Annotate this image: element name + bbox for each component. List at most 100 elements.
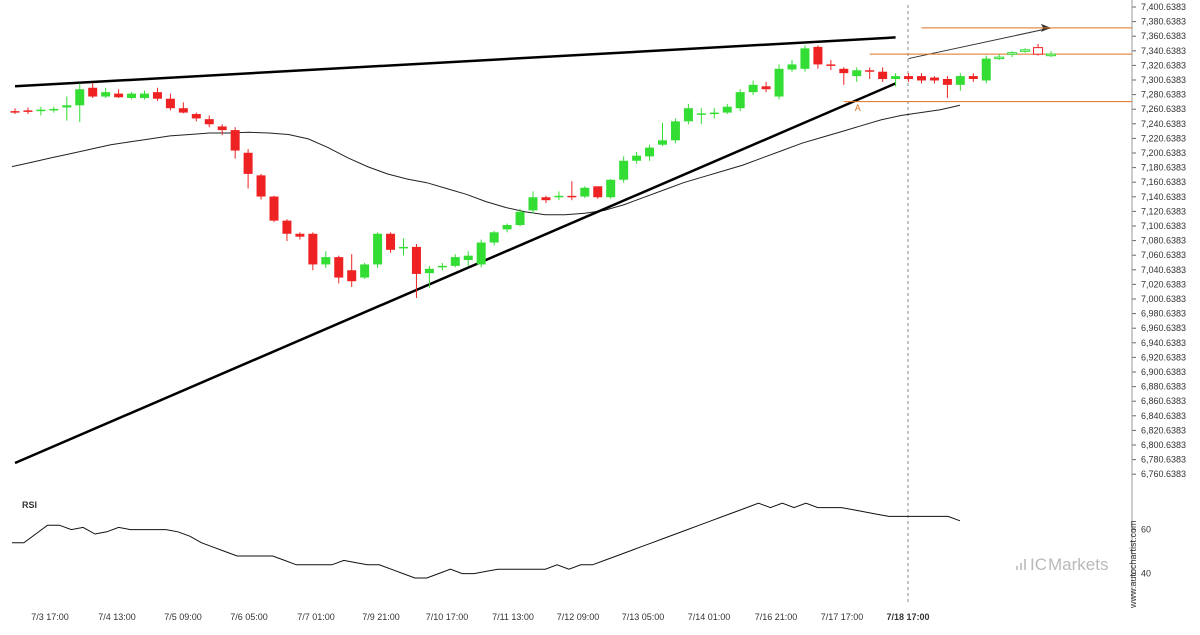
candle-body: [606, 179, 616, 198]
candle-body: [62, 105, 72, 108]
candle-body: [567, 195, 577, 198]
candle-body: [917, 76, 926, 81]
y-tick-label: 7,280.6383: [1141, 90, 1186, 100]
candle-body: [88, 87, 98, 97]
candle-body: [865, 70, 875, 72]
candle-body: [787, 64, 797, 70]
candle-body: [437, 265, 447, 268]
trendline-support: [14, 82, 897, 465]
candle-body: [554, 195, 564, 198]
x-tick-label: 7/6 05:00: [230, 612, 268, 622]
candle-body: [735, 92, 745, 109]
candle-body: [619, 160, 629, 180]
price-levels: A: [843, 27, 1132, 113]
candle-body: [269, 196, 279, 221]
candle-body: [101, 92, 111, 97]
candle-body: [670, 121, 680, 141]
candle-body: [852, 70, 862, 77]
candle-body: [424, 268, 434, 274]
candle-body: [230, 130, 240, 151]
candle-body: [593, 186, 603, 198]
y-tick-label: 6,800.6383: [1141, 440, 1186, 450]
y-tick-label: 7,300.6383: [1141, 75, 1186, 85]
moving-average: [11, 104, 961, 216]
y-tick-label: 6,940.6383: [1141, 338, 1186, 348]
brand-logo: IC Markets: [1016, 555, 1108, 574]
y-tick-label: 7,260.6383: [1141, 104, 1186, 114]
x-tick-label: 7/10 17:00: [426, 612, 469, 622]
y-tick-label: 6,840.6383: [1141, 411, 1186, 421]
y-tick-label: 6,760.6383: [1141, 469, 1186, 479]
y-tick-label: 6,860.6383: [1141, 396, 1186, 406]
trendlines: [14, 23, 1052, 465]
rsi-label: RSI: [22, 500, 37, 510]
candle-body: [36, 109, 46, 112]
candle-body: [321, 257, 331, 265]
candle-body: [942, 79, 952, 85]
candle-body: [981, 58, 991, 81]
candles: [10, 43, 1056, 299]
candle-body: [658, 140, 667, 145]
brand-prefix: IC: [1030, 555, 1047, 574]
candle-body: [373, 233, 383, 265]
candle-body: [839, 68, 849, 74]
brand-bars-icon: [1016, 559, 1026, 570]
x-tick-label: 7/9 21:00: [362, 612, 400, 622]
y-tick-label: 7,000.6383: [1141, 294, 1186, 304]
candle-body: [813, 46, 823, 65]
candle-body: [10, 111, 20, 113]
y-tick-label: 7,380.6383: [1141, 17, 1186, 27]
candle-body: [165, 98, 175, 109]
candle-body: [748, 84, 758, 93]
pattern-marker: A: [855, 103, 861, 113]
candle-body: [489, 232, 499, 243]
candle-body: [334, 257, 344, 278]
x-tick-label: 7/16 21:00: [755, 612, 798, 622]
candle-body: [127, 93, 137, 98]
y-tick-label: 7,320.6383: [1141, 60, 1186, 70]
candle-body: [1046, 53, 1056, 57]
y-tick-label: 7,060.6383: [1141, 250, 1186, 260]
moving-average-line: [11, 104, 961, 216]
candle-body: [955, 76, 965, 85]
candle-body: [114, 93, 124, 98]
y-tick-label: 7,360.6383: [1141, 31, 1186, 41]
candle-body: [774, 68, 784, 97]
candle-body: [178, 108, 188, 113]
autochartist-url: www.autochartist.com: [1128, 520, 1138, 609]
candle-body: [75, 89, 85, 106]
candle-body: [1033, 47, 1044, 55]
candle-body: [1007, 52, 1018, 55]
y-tick-label: 7,180.6383: [1141, 163, 1186, 173]
candle-body: [515, 211, 525, 226]
y-tick-label: 7,100.6383: [1141, 221, 1186, 231]
candle-body: [204, 119, 214, 125]
x-tick-label: 7/5 09:00: [164, 612, 202, 622]
candle-body: [411, 246, 421, 274]
candle-body: [826, 64, 836, 66]
candle-body: [722, 106, 732, 113]
candle-body: [476, 242, 486, 265]
y-tick-label: 7,140.6383: [1141, 192, 1186, 202]
candle-body: [683, 108, 693, 122]
x-tick-label: 7/18 17:00: [886, 612, 929, 622]
y-tick-label: 7,080.6383: [1141, 236, 1186, 246]
x-tick-label: 7/14 01:00: [688, 612, 731, 622]
candle-body: [891, 76, 901, 80]
y-tick-label: 7,340.6383: [1141, 46, 1186, 56]
candle-body: [904, 76, 914, 80]
candle-body: [308, 233, 318, 265]
y-tick-label: 6,980.6383: [1141, 309, 1186, 319]
y-tick-label: 6,820.6383: [1141, 425, 1186, 435]
candle-body: [191, 114, 201, 119]
y-tick-label: 6,780.6383: [1141, 455, 1186, 465]
candle-body: [502, 225, 512, 230]
candle-body: [295, 233, 305, 237]
x-axis: 7/3 17:00 7/4 13:00 7/5 09:00 7/6 05:00 7/7 …: [31, 5, 930, 622]
candle-body: [929, 77, 939, 81]
candle-body: [49, 108, 59, 111]
rsi-panel: RSI 60 40: [12, 500, 1151, 579]
candle-body: [360, 264, 370, 278]
